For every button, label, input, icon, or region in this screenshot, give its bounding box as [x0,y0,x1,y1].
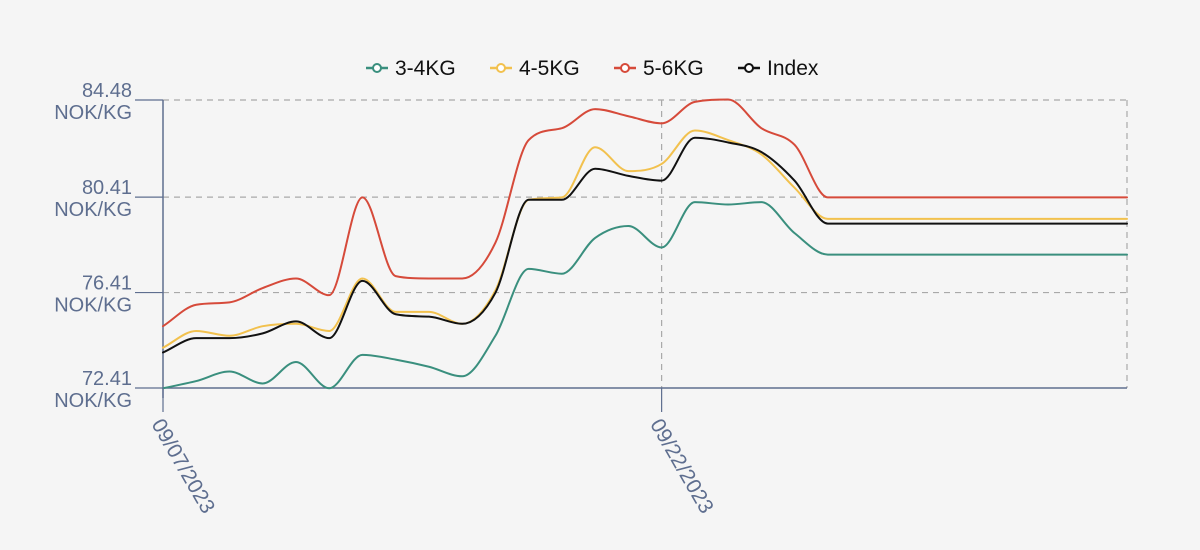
series-line-4-5KG[interactable] [162,129,1128,349]
series-line-3-4KG[interactable] [162,201,1128,390]
x-tick-label: 09/07/2023 [147,415,219,518]
legend-item-3-4KG[interactable]: 3-4KG [366,57,456,80]
legend-swatch-marker [372,63,382,73]
legend-swatch-marker [496,63,506,73]
x-tick-label: 09/22/2023 [645,415,717,518]
grid [163,99,1128,388]
x-axis-ticks: 09/07/2023 09/22/2023 [147,388,718,518]
y-axis-ticks: 72.41NOK/KG76.41NOK/KG80.41NOK/KG84.48NO… [54,80,163,412]
axes [162,100,1127,398]
legend-label: 3-4KG [395,57,456,80]
legend-label: 4-5KG [519,57,580,80]
y-tick-label: 80.41 [82,177,132,199]
legend-label: Index [767,57,819,80]
series-line-Index[interactable] [162,136,1128,354]
legend-item-Index[interactable]: Index [738,57,819,80]
y-tick-unit: NOK/KG [54,102,132,124]
y-tick-label: 76.41 [82,273,132,295]
legend-item-4-5KG[interactable]: 4-5KG [490,57,580,80]
series-lines [162,98,1128,390]
legend-label: 5-6KG [643,57,704,80]
legend-swatch-marker [744,63,754,73]
y-tick-unit: NOK/KG [54,390,132,412]
series-line-5-6KG[interactable] [162,98,1128,328]
legend-item-5-6KG[interactable]: 5-6KG [614,57,704,80]
y-tick-unit: NOK/KG [54,199,132,221]
y-tick-label: 84.48 [82,80,132,102]
legend: 3-4KG 4-5KG 5-6KG Index [366,57,819,80]
legend-swatch-marker [620,63,630,73]
y-tick-label: 72.41 [82,368,132,390]
y-tick-unit: NOK/KG [54,295,132,317]
